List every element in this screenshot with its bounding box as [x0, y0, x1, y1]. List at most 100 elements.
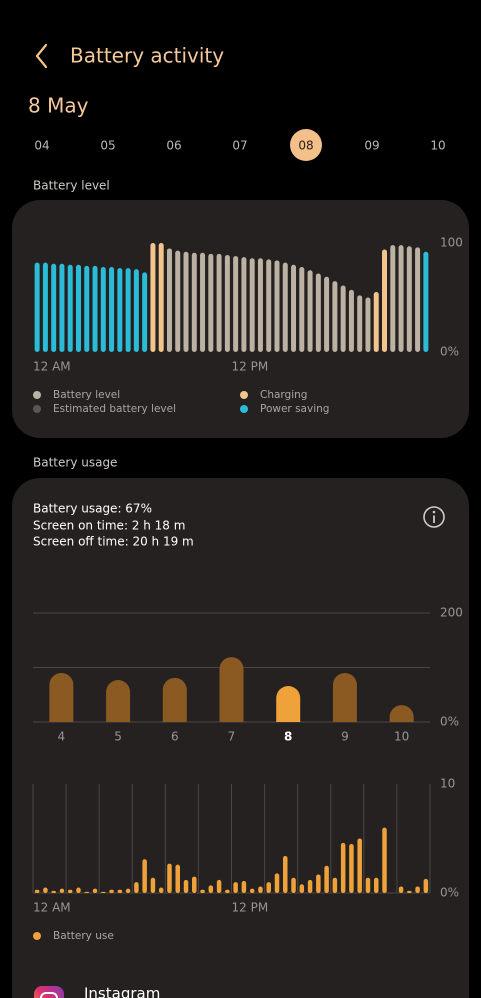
bar	[42, 262, 48, 352]
bar	[324, 276, 330, 352]
bar	[332, 672, 357, 722]
bar	[282, 262, 288, 352]
bar	[59, 263, 65, 352]
x-tick-label: 12 AM	[33, 901, 71, 915]
day[interactable]: 06	[166, 139, 181, 153]
battery-level-chart: 0% 100 12 AM 12 PM Battery level Estimated ba…	[33, 236, 463, 415]
bar	[365, 877, 371, 893]
x-tick-label: 4	[58, 730, 66, 744]
bar	[92, 888, 98, 893]
bar	[389, 705, 414, 722]
bar	[192, 876, 197, 893]
bar	[59, 888, 65, 893]
bar	[125, 888, 131, 893]
day[interactable]: 05	[100, 139, 115, 153]
day[interactable]: 09	[364, 139, 379, 153]
bar	[167, 863, 172, 893]
bar	[423, 251, 429, 352]
bar	[398, 245, 404, 352]
legend-label: Battery level	[53, 389, 120, 401]
legend-label: Power saving	[260, 403, 329, 415]
day[interactable]: 10	[430, 139, 445, 153]
bar	[92, 265, 98, 352]
bar	[249, 258, 255, 352]
bar	[34, 262, 40, 352]
bar	[150, 877, 156, 893]
bar	[258, 886, 263, 893]
x-tick-label: 12 PM	[232, 901, 269, 915]
bar	[106, 680, 131, 722]
bar	[208, 885, 214, 893]
bar	[307, 270, 313, 352]
bar	[191, 252, 197, 352]
back-button[interactable]	[35, 43, 48, 69]
bar	[150, 243, 156, 352]
page-title: Battery activity	[70, 44, 224, 68]
bar	[67, 264, 73, 352]
bar	[299, 884, 305, 893]
bar	[332, 281, 338, 352]
bar	[373, 292, 379, 352]
bar	[407, 890, 412, 893]
y-tick-label: 10	[440, 777, 455, 791]
bar	[307, 879, 313, 893]
bar	[109, 266, 115, 352]
bar	[382, 827, 387, 893]
bar	[357, 838, 362, 893]
bar	[324, 865, 329, 893]
section-title: Battery level	[33, 179, 110, 193]
bar	[241, 881, 247, 893]
bar	[216, 253, 222, 352]
day[interactable]: 08	[298, 139, 313, 153]
legend-label: Estimated battery level	[53, 403, 176, 415]
y-tick-label: 100	[440, 236, 463, 250]
day[interactable]: 07	[232, 139, 247, 153]
legend-marker	[33, 391, 41, 399]
bar	[257, 258, 263, 352]
bar	[291, 877, 296, 893]
card	[12, 478, 469, 998]
x-tick-label: 8	[284, 730, 292, 744]
bar	[340, 842, 346, 893]
app-row[interactable]: Instagram	[34, 985, 160, 998]
bar	[109, 889, 114, 893]
bar	[34, 889, 40, 893]
date-label: 8 May	[28, 94, 89, 118]
bar	[84, 891, 90, 893]
x-tick-label: 7	[228, 730, 236, 744]
bar	[200, 889, 205, 893]
bar	[332, 877, 338, 893]
bar	[162, 677, 187, 722]
daily-usage-chart: 0% 200 4 5 6 7 8 9 10	[33, 606, 463, 744]
bar	[208, 253, 214, 352]
bar	[316, 874, 321, 893]
bar	[224, 254, 230, 352]
bar	[134, 882, 139, 893]
bar	[415, 886, 420, 893]
bar	[390, 245, 396, 352]
bar	[315, 273, 321, 352]
bar	[241, 257, 247, 352]
bar	[266, 259, 272, 352]
day[interactable]: 04	[34, 139, 49, 153]
bar	[291, 264, 297, 352]
bar	[67, 889, 73, 893]
usage-summary: Battery usage: 67%	[33, 502, 152, 516]
bar	[274, 873, 280, 893]
usage-summary: Screen on time: 2 h 18 m	[33, 519, 185, 533]
app-icon-glyph	[40, 992, 58, 998]
bar	[233, 882, 238, 893]
legend-marker	[240, 405, 248, 413]
bar	[398, 886, 404, 893]
bar	[51, 890, 56, 893]
info-button[interactable]	[423, 506, 445, 528]
legend-label: Charging	[260, 389, 307, 401]
bar	[51, 263, 57, 352]
bar	[142, 859, 147, 893]
bar	[142, 272, 148, 352]
bar	[357, 295, 363, 352]
bar	[349, 843, 354, 893]
bar	[348, 289, 354, 352]
y-tick-label: 0%	[440, 715, 459, 729]
